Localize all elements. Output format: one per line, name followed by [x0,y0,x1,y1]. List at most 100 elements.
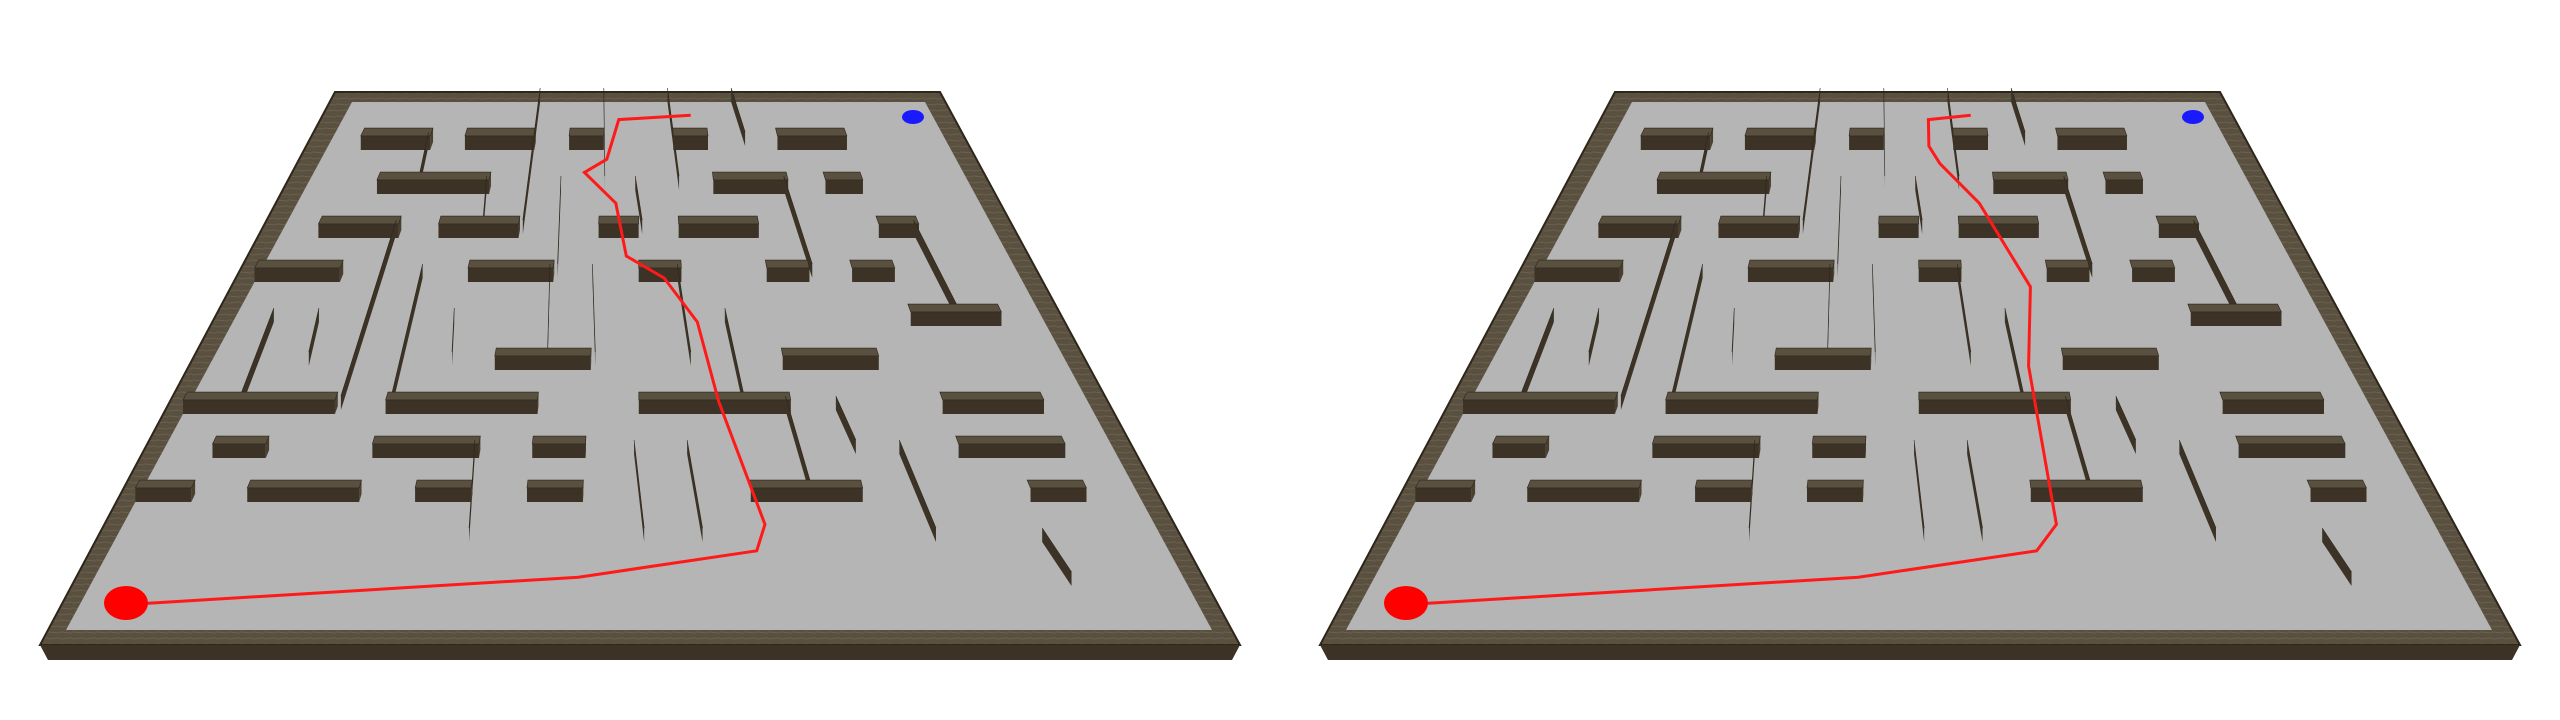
maze-wall-front [673,135,708,150]
maze-wall-side [489,172,491,194]
maze-wall-front [360,135,431,150]
maze-wall-top [308,307,320,353]
maze-wall-top [438,215,521,225]
maze-wall-front [899,440,936,542]
maze-wall-side [1817,392,1819,414]
maze-wall-top [414,479,473,489]
maze-wall-top [875,215,920,225]
maze-wall-front [852,267,895,282]
maze-wall-top [522,87,541,221]
maze-wall-front [724,308,745,410]
maze-wall-top [638,391,792,401]
maze-wall-side [359,480,362,502]
maze-wall-front [438,223,519,238]
maze-wall-top [2179,439,2217,529]
maze-wall-top [2102,171,2144,181]
maze-wall-front [785,396,812,498]
maze-wall-top [1414,479,1476,489]
maze-wall-top [1992,171,2069,181]
maze-wall-side [1751,480,1753,502]
maze-wall-top [676,263,692,353]
maze-wall-top [1526,479,1642,489]
maze-wall-top [1640,127,1714,137]
maze-wall-top [1588,307,1600,353]
maze-wall-front [2063,176,2093,278]
maze-wall-front [212,443,266,458]
maze-wall-front [825,179,863,194]
maze-wall-top [468,439,476,529]
maze-wall-top [1837,175,1842,265]
maze-base-front [40,645,1240,660]
maze-wall-front [2011,88,2026,146]
goal-marker [902,110,924,124]
maze-wall-front [638,399,791,414]
maze-wall-front [1534,267,1620,282]
maze-wall-top [1872,263,1876,353]
maze-wall-top [1918,259,1962,269]
maze-wall-front [1774,355,1871,370]
maze-wall-side [1769,172,1771,194]
maze-wall-top [899,439,937,529]
maze-wall-top [1665,391,1819,401]
maze-wall-front [1812,443,1866,458]
maze-wall-front [634,440,645,542]
maze-panel-left [38,87,1242,660]
maze-wall-top [2155,215,2200,225]
maze-wall-top [822,171,864,181]
maze-wall-front [1665,399,1818,414]
maze-wall-top [603,87,606,177]
maze-wall-front [532,443,586,458]
maze-wall-side [339,260,344,282]
maze-wall-top [1811,435,1867,445]
maze-wall-top [775,127,848,137]
maze-wall-front [1695,487,1752,502]
maze-wall-top [557,175,562,265]
maze-wall-front [1620,220,1677,410]
maze-wall-top [1918,391,2072,401]
maze-wall-side [1710,128,1714,150]
maze-wall-front [2057,135,2127,150]
maze-wall-side [1471,480,1476,502]
maze-wall-front [1957,264,1971,366]
maze-wall-top [638,259,682,269]
maze-wall-front [391,264,423,410]
maze-wall-front [2132,267,2175,282]
maze-wall-top [467,259,555,269]
maze-wall-top [1966,439,1983,529]
maze-wall-front [1878,223,1919,238]
maze-wall-top [1694,479,1753,489]
maze-wall-top [1492,435,1550,445]
maze-wall-top [780,347,880,357]
maze-wall-side [1798,216,1800,238]
maze-wall-top [2187,303,2282,313]
maze-wall-front [1918,399,2071,414]
maze-wall-front [635,176,643,234]
maze-wall-top [783,175,813,265]
maze-wall-front [942,399,1044,414]
maze-wall-side [1833,260,1835,282]
maze-wall-top [835,395,857,441]
maze-wall-front [1958,223,2039,238]
maze-wall-top [568,127,605,137]
maze-wall-top [212,435,270,445]
maze-wall-front [678,223,759,238]
maze-wall-top [1731,307,1735,353]
maze-wall-side [1614,392,1618,414]
maze-wall-front [750,487,863,502]
maze-board-right [1318,87,2522,660]
maze-wall-front [1993,179,2069,194]
maze-base-front [1320,645,2520,660]
maze-wall-top [677,215,760,225]
maze-wall-top [939,391,1045,401]
maze-wall-front [677,264,691,366]
maze-wall-top [2306,479,2367,489]
maze-wall-front [494,355,591,370]
maze-wall-front [777,135,847,150]
maze-wall-front [372,443,479,458]
goal-marker [2182,110,2204,124]
maze-wall-top [2060,347,2160,357]
maze-wall-top [2219,391,2325,401]
maze-wall-side [1758,436,1761,458]
maze-wall-side [1545,436,1550,458]
maze-wall-front [1463,399,1615,414]
